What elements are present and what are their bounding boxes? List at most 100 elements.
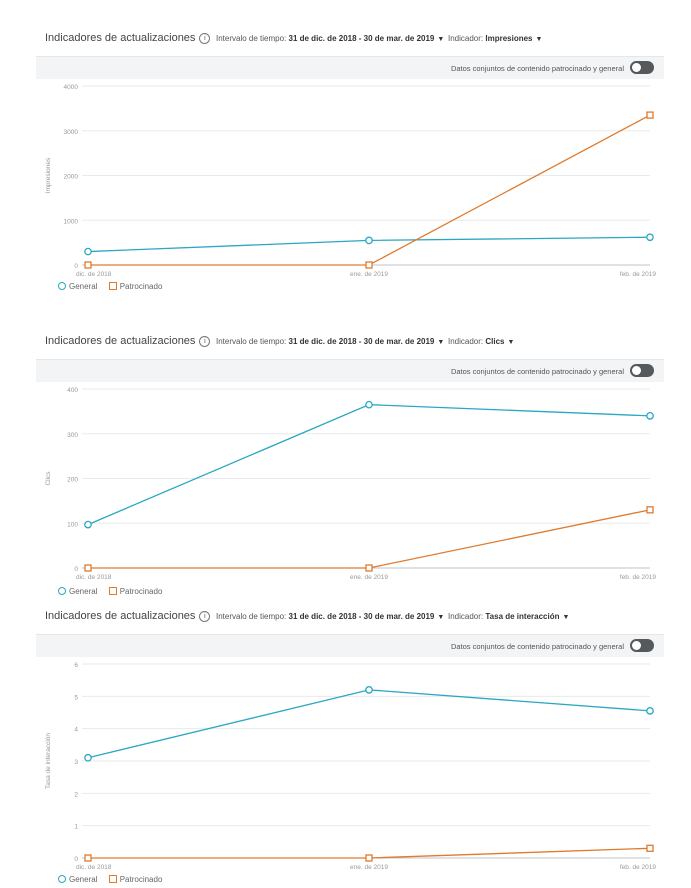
legend-general-marker xyxy=(58,587,66,595)
legend-patrocinado-label: Patrocinado xyxy=(119,587,163,596)
x-tick-label: ene. de 2019 xyxy=(350,271,388,278)
legend: General Patrocinado xyxy=(58,587,162,596)
y-tick-label: 4000 xyxy=(64,84,79,91)
series-patrocinado-point xyxy=(646,111,654,119)
line-chart: 0 1000 2000 3000 4000 Impresiones dic. de 2018… xyxy=(45,84,657,278)
info-icon[interactable]: i xyxy=(199,611,211,622)
combined-data-toggle[interactable] xyxy=(630,364,654,377)
series-general-point xyxy=(646,707,654,715)
indicator-dropdown[interactable]: Indicador: Tasa de interacción ▼ xyxy=(448,612,570,621)
series-patrocinado-point xyxy=(365,564,373,572)
toggle-knob xyxy=(632,63,641,72)
legend-patrocinado-marker xyxy=(108,875,117,883)
series-general-line xyxy=(87,689,651,759)
x-tick-label: dic. de 2018 xyxy=(76,864,112,871)
combined-data-toggle[interactable] xyxy=(630,61,654,74)
y-tick-label: 100 xyxy=(67,521,78,528)
time-range-dropdown[interactable]: Intervalo de tiempo: 31 de dic. de 2018 … xyxy=(216,34,445,43)
caret-down-icon: ▼ xyxy=(437,614,445,621)
series-patrocinado-point xyxy=(84,854,92,862)
series-general-point xyxy=(365,400,373,409)
series-patrocinado-point xyxy=(84,564,92,572)
x-tick-label: feb. de 2019 xyxy=(620,574,657,581)
panel-header: Indicadores de actualizaciones i Interval… xyxy=(36,325,664,359)
series-general-point xyxy=(84,247,92,256)
chart-panel-tasa-interaccion: Indicadores de actualizaciones i Interval… xyxy=(36,600,664,885)
y-tick-label: 2000 xyxy=(64,174,79,181)
legend-patrocinado-marker xyxy=(108,587,117,595)
y-tick-label: 0 xyxy=(74,263,78,270)
legend-patrocinado-label: Patrocinado xyxy=(119,875,163,884)
y-tick-label: 0 xyxy=(74,566,78,573)
series-patrocinado-line xyxy=(88,509,651,569)
y-tick-label: 2 xyxy=(74,791,78,798)
series-patrocinado-point xyxy=(84,261,92,269)
combined-data-toggle[interactable] xyxy=(630,639,654,652)
x-tick-label: ene. de 2019 xyxy=(350,574,388,581)
toggle-label: Datos conjuntos de contenido patrocinado… xyxy=(450,64,624,73)
caret-down-icon: ▼ xyxy=(535,36,543,43)
toggle-knob xyxy=(632,641,641,650)
panel-header: Indicadores de actualizaciones i Interval… xyxy=(36,600,664,634)
y-tick-label: 400 xyxy=(67,387,78,394)
toggle-knob xyxy=(632,366,641,375)
toggle-label: Datos conjuntos de contenido patrocinado… xyxy=(450,642,624,651)
series-general-point xyxy=(646,411,654,420)
series-general-point xyxy=(646,233,654,242)
series-patrocinado-point xyxy=(646,844,654,852)
chart-panel-clics: Indicadores de actualizaciones i Interval… xyxy=(36,325,664,610)
time-range-dropdown[interactable]: Intervalo de tiempo: 31 de dic. de 2018 … xyxy=(216,612,445,621)
x-tick-label: ene. de 2019 xyxy=(350,864,388,871)
info-icon[interactable]: i xyxy=(199,33,211,44)
x-tick-label: feb. de 2019 xyxy=(620,271,657,278)
indicator-dropdown[interactable]: Indicador: Clics ▼ xyxy=(448,337,515,346)
legend-general-marker xyxy=(58,282,66,290)
y-axis-label: Impresiones xyxy=(45,157,52,193)
y-axis-label: Clics xyxy=(45,471,52,486)
y-tick-label: 6 xyxy=(74,662,78,669)
series-general-point xyxy=(84,520,92,529)
caret-down-icon: ▼ xyxy=(562,614,570,621)
legend: General Patrocinado xyxy=(58,282,162,291)
panel-title: Indicadores de actualizaciones i xyxy=(45,32,211,44)
caret-down-icon: ▼ xyxy=(507,339,515,346)
legend-general-label: General xyxy=(69,875,98,884)
chart-panel-impresiones: Indicadores de actualizaciones i Interval… xyxy=(36,22,664,307)
y-tick-label: 0 xyxy=(74,856,78,863)
x-tick-label: feb. de 2019 xyxy=(620,864,657,871)
y-tick-label: 300 xyxy=(67,432,78,439)
legend-general-label: General xyxy=(69,587,98,596)
y-tick-label: 200 xyxy=(67,477,78,484)
panel-title: Indicadores de actualizaciones i xyxy=(45,610,211,622)
legend: General Patrocinado xyxy=(58,875,162,884)
legend-general-marker xyxy=(58,875,66,883)
options-bar: Datos conjuntos de contenido patrocinado… xyxy=(36,634,664,657)
series-general-point xyxy=(365,686,373,694)
y-tick-label: 3 xyxy=(74,759,78,766)
y-tick-label: 3000 xyxy=(64,129,79,136)
y-tick-label: 1000 xyxy=(64,218,79,225)
line-chart: 0 100 200 300 400 Clics dic. de 2018 ene. de 20… xyxy=(45,387,657,581)
series-general-point xyxy=(84,753,92,762)
y-axis-label: Tasa de interacción xyxy=(45,733,52,789)
series-general-line xyxy=(87,404,651,526)
legend-patrocinado-label: Patrocinado xyxy=(119,282,163,291)
toggle-label: Datos conjuntos de contenido patrocinado… xyxy=(450,367,624,376)
y-tick-label: 4 xyxy=(74,727,78,734)
options-bar: Datos conjuntos de contenido patrocinado… xyxy=(36,56,664,79)
info-icon[interactable]: i xyxy=(199,336,211,347)
series-patrocinado-point xyxy=(646,506,654,514)
panel-title: Indicadores de actualizaciones i xyxy=(45,335,211,347)
legend-general-label: General xyxy=(69,282,98,291)
x-tick-label: dic. de 2018 xyxy=(76,574,112,581)
y-tick-label: 5 xyxy=(74,694,78,701)
line-chart: 0 1 2 3 4 5 6 Tasa de interacción dic. de 2018 en… xyxy=(45,662,657,871)
caret-down-icon: ▼ xyxy=(437,339,445,346)
caret-down-icon: ▼ xyxy=(437,36,445,43)
panel-header: Indicadores de actualizaciones i Interval… xyxy=(36,22,664,56)
x-tick-label: dic. de 2018 xyxy=(76,271,112,278)
time-range-dropdown[interactable]: Intervalo de tiempo: 31 de dic. de 2018 … xyxy=(216,337,445,346)
series-general-point xyxy=(365,236,373,245)
options-bar: Datos conjuntos de contenido patrocinado… xyxy=(36,359,664,382)
indicator-dropdown[interactable]: Indicador: Impresiones ▼ xyxy=(448,34,543,43)
